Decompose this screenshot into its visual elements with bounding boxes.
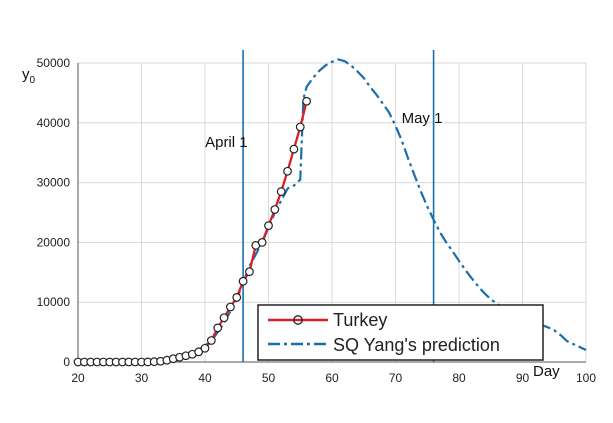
legend-turkey-label: Turkey	[333, 310, 387, 330]
y-tick-label: 50000	[37, 56, 71, 70]
turkey-point	[257, 237, 267, 247]
y-tick-label: 40000	[37, 116, 71, 130]
reference-line-label: April 1	[205, 134, 248, 151]
turkey-point	[302, 96, 312, 106]
x-tick-label: 50	[262, 371, 276, 385]
reference-line-label: May 1	[402, 110, 443, 127]
y-tick-label: 20000	[37, 235, 71, 249]
x-tick-label: 30	[135, 371, 149, 385]
legend-prediction-label: SQ Yang's prediction	[333, 335, 500, 355]
y-tick-label: 10000	[37, 295, 71, 309]
legend-turkey-marker	[293, 315, 303, 325]
x-tick-label: 20	[71, 371, 85, 385]
turkey-point	[276, 187, 286, 196]
turkey-point	[219, 313, 229, 323]
turkey-point	[200, 343, 210, 353]
turkey-point	[232, 293, 242, 302]
turkey-point	[206, 336, 216, 345]
turkey-point	[225, 302, 235, 312]
x-tick-label: 40	[198, 371, 212, 385]
turkey-point	[289, 144, 299, 154]
x-tick-label: 90	[516, 371, 530, 385]
x-tick-label: 80	[452, 371, 466, 385]
turkey-point	[264, 221, 273, 231]
turkey-point	[270, 205, 280, 214]
turkey-point	[194, 347, 204, 357]
turkey-point	[295, 122, 305, 132]
x-tick-label: 100	[576, 371, 596, 385]
turkey-point	[238, 276, 248, 286]
x-tick-label: 70	[389, 371, 403, 385]
tick-labels: 20 30 40 50 60 70 80 90 100 0 10000 20000 30000 40000…	[37, 56, 597, 385]
reference-lines: April 1 May 1	[205, 50, 442, 362]
legend: Turkey SQ Yang's prediction	[257, 304, 544, 361]
series-layer	[73, 58, 587, 367]
y-axis-label: y0	[22, 66, 36, 86]
y-tick-label: 0	[63, 355, 70, 369]
y-tick-label: 30000	[37, 176, 71, 190]
turkey-point	[213, 323, 223, 333]
legend-box	[257, 304, 544, 361]
turkey-point	[245, 267, 254, 277]
x-tick-label: 60	[325, 371, 339, 385]
x-axis-label: Day	[533, 363, 560, 380]
turkey-point	[283, 166, 292, 176]
